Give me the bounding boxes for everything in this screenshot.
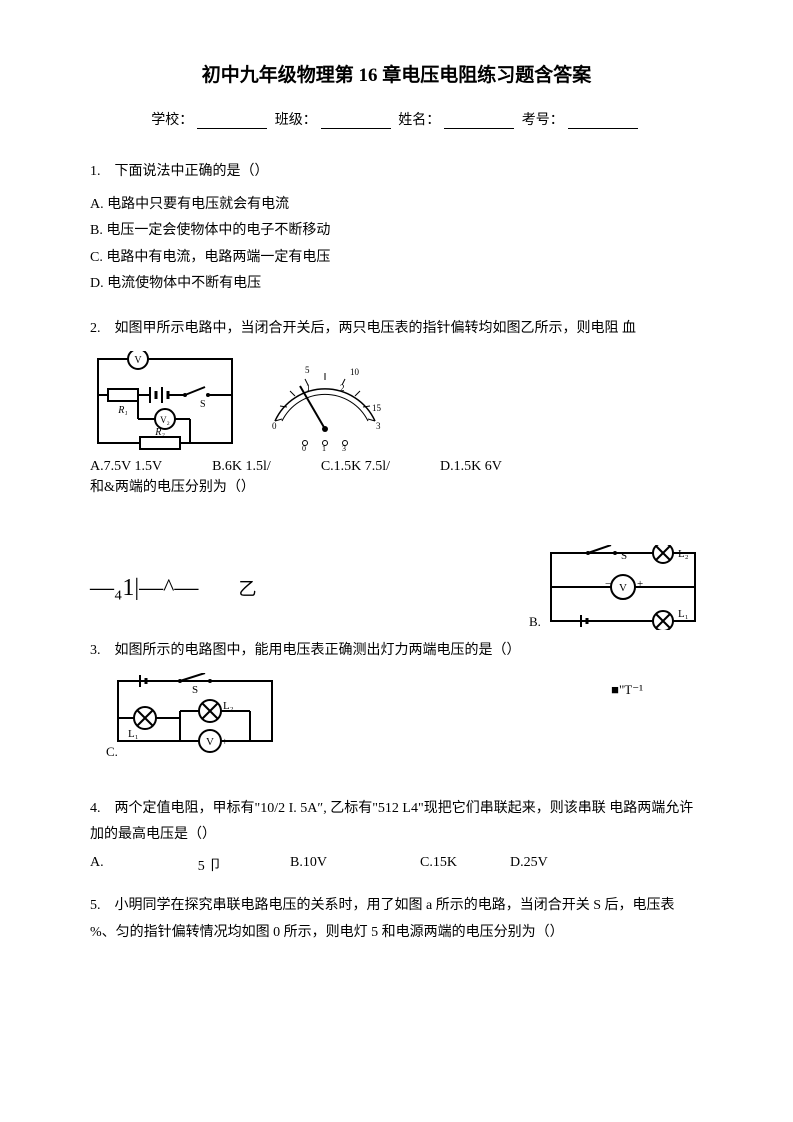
circ-b-s-label: S	[621, 550, 627, 562]
q5-text: 小明同学在探究串联电路电压的关系时，用了如图 a 所示的电路，当闭合开关 S 后…	[90, 898, 675, 940]
meter-scale-15: 15	[372, 403, 382, 413]
q4-text: 两个定值电阻，甲标有"10/2 I. 5A″, 乙标有"512 L4"现把它们串…	[90, 801, 693, 843]
circuit-c-label: C.	[106, 744, 118, 760]
exam-label: 考号：	[522, 113, 564, 128]
name-label: 姓名：	[398, 113, 440, 128]
q2-circuit-diagram: V R₁ S V₂	[90, 351, 240, 451]
q3-number: 3.	[90, 643, 101, 658]
meter-scale-2: 2	[340, 383, 345, 393]
q2-stem: 2. 如图甲所示电路中，当闭合开关后，两只电压表的指针偏转均如图乙所示，则电阻 …	[90, 316, 703, 343]
q2-figure-row: V R₁ S V₂	[90, 351, 703, 451]
svg-text:−: −	[605, 578, 611, 590]
meter-scale-3: 3	[376, 421, 381, 431]
q4-opt-a-val: 5 卩	[130, 855, 290, 875]
q2-opt-c: C.1.5K 7.5l/	[321, 459, 390, 475]
page-title: 初中九年级物理第 16 章电压电阻练习题含答案	[90, 60, 703, 87]
worksheet-page: 初中九年级物理第 16 章电压电阻练习题含答案 学校： 班级： 姓名： 考号： …	[0, 0, 793, 1122]
q2-tail: 和&两端的电压分别为（）	[90, 475, 703, 502]
svg-text:+: +	[637, 578, 643, 590]
circ-c-s-label: S	[192, 684, 198, 696]
q1-text: 下面说法中正确的是（）	[115, 164, 269, 179]
q2-opt-b: B.6K 1.5l/	[212, 459, 271, 475]
class-blank[interactable]	[321, 115, 391, 129]
voltmeter-v-label: V	[134, 355, 142, 366]
circ-c-v-label: V	[206, 736, 214, 748]
svg-text:3: 3	[342, 444, 346, 451]
q2-options-row: A.7.5V 1.5V B.6K 1.5l/ C.1.5K 7.5l/ D.1.…	[90, 459, 703, 475]
q2-meter-dial: 5 10 0 1 2 15 3 0 1 3	[260, 351, 390, 451]
q4-opt-d: D.25V	[510, 855, 548, 875]
q4-number: 4.	[90, 801, 101, 816]
q2-opt-d: D.1.5K 6V	[440, 459, 502, 475]
q3-circuit-c: S L₁ L₂ V −+	[110, 673, 280, 758]
meter-scale-10: 10	[350, 367, 360, 377]
meter-scale-0a: 0	[272, 421, 277, 431]
q3-figure-row: S L₁ L₂ V −+	[90, 673, 703, 758]
q4-opt-a-label: A.	[90, 855, 130, 875]
symbol-fragment: —₄1|—^—	[90, 576, 198, 600]
school-blank[interactable]	[197, 115, 267, 129]
switch-s-label: S	[200, 399, 206, 410]
resistor-r2-label: R₂	[154, 427, 165, 438]
label-yi: 乙	[238, 575, 256, 601]
q5-number: 5.	[90, 898, 101, 913]
svg-text:1: 1	[322, 444, 326, 451]
circ-b-l2-label: L₂	[678, 548, 689, 560]
q2-figure-row-2: —₄1|—^— 乙 S L₂ V − + L₁	[90, 545, 703, 630]
q2-text: 如图甲所示电路中，当闭合开关后，两只电压表的指针偏转均如图乙所示，则电阻 血	[115, 321, 637, 336]
resistor-r1-label: R₁	[117, 405, 128, 416]
school-label: 学校：	[151, 113, 193, 128]
q1-opt-d: D. 电流使物体中不断有电压	[90, 271, 703, 298]
voltmeter-v2-label: V₂	[160, 415, 170, 425]
q2-number: 2.	[90, 321, 101, 336]
exam-blank[interactable]	[568, 115, 638, 129]
q4-stem: 4. 两个定值电阻，甲标有"10/2 I. 5A″, 乙标有"512 L4"现把…	[90, 796, 703, 849]
meter-scale-1: 1	[306, 383, 311, 393]
class-label: 班级：	[275, 113, 317, 128]
q1-opt-b: B. 电压一定会使物体中的电子不断移动	[90, 218, 703, 245]
svg-text:−: −	[194, 737, 200, 748]
fragment-t-label: ■"T⁻¹	[611, 682, 643, 698]
q4-opt-c: C.15K	[420, 855, 510, 875]
q1-opt-c: C. 电路中有电流，电路两端一定有电压	[90, 245, 703, 272]
svg-text:+: +	[222, 737, 228, 748]
q3-text: 如图所示的电路图中，能用电压表正确测出灯力两端电压的是（）	[115, 643, 521, 658]
svg-text:0: 0	[302, 444, 306, 451]
student-info-line: 学校： 班级： 姓名： 考号：	[90, 109, 703, 129]
name-blank[interactable]	[444, 115, 514, 129]
q5-stem: 5. 小明同学在探究串联电路电压的关系时，用了如图 a 所示的电路，当闭合开关 …	[90, 893, 703, 946]
circ-b-l1-label: L₁	[678, 608, 689, 620]
q3-stem: 3. 如图所示的电路图中，能用电压表正确测出灯力两端电压的是（）	[90, 638, 703, 665]
q4-opt-b: B.10V	[290, 855, 420, 875]
q1-number: 1.	[90, 164, 101, 179]
q1-opt-a: A. 电路中只要有电压就会有电流	[90, 192, 703, 219]
q1-stem: 1. 下面说法中正确的是（）	[90, 159, 703, 186]
circuit-b-label: B.	[529, 614, 541, 630]
q4-options-row: A. 5 卩 B.10V C.15K D.25V	[90, 855, 703, 875]
q2-circuit-b: S L₂ V − + L₁	[543, 545, 703, 630]
meter-scale-5: 5	[305, 365, 310, 375]
circ-b-v-label: V	[619, 582, 627, 594]
q2-opt-a: A.7.5V 1.5V	[90, 459, 162, 475]
circ-c-l1-label: L₁	[128, 728, 139, 740]
